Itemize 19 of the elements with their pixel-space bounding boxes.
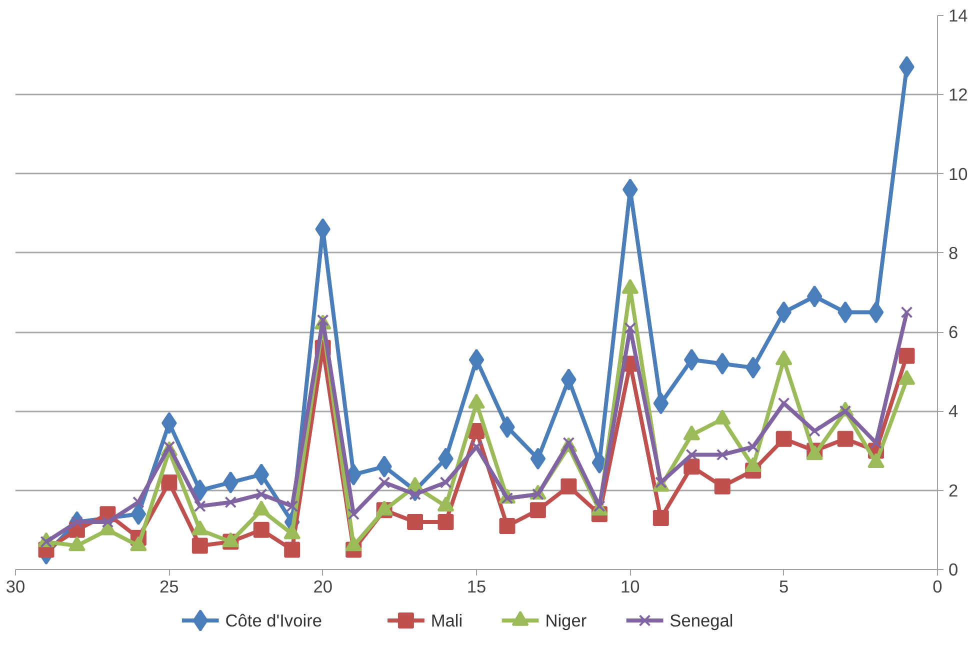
legend-label: Mali (430, 610, 463, 630)
y-tick-label: 10 (948, 164, 968, 184)
y-tick-label: 8 (948, 242, 958, 263)
x-tick-label: 15 (466, 576, 486, 596)
x-tick-label: 10 (620, 576, 640, 596)
y-tick-label: 6 (948, 322, 958, 342)
x-tick-label: 0 (932, 576, 942, 596)
x-tick-label: 30 (6, 576, 26, 596)
legend-label: Niger (545, 610, 587, 630)
x-tick-label: 25 (160, 576, 179, 596)
y-tick-label: 2 (948, 480, 958, 500)
x-tick-label: 5 (779, 576, 789, 596)
y-tick-label: 12 (948, 84, 968, 105)
legend-label: Senegal (670, 610, 734, 630)
y-tick-label: 0 (948, 560, 958, 580)
y-tick-label: 4 (948, 401, 958, 422)
legend-label: Côte d'Ivoire (225, 610, 322, 630)
x-tick-label: 20 (313, 576, 332, 596)
y-tick-label: 14 (948, 6, 968, 26)
